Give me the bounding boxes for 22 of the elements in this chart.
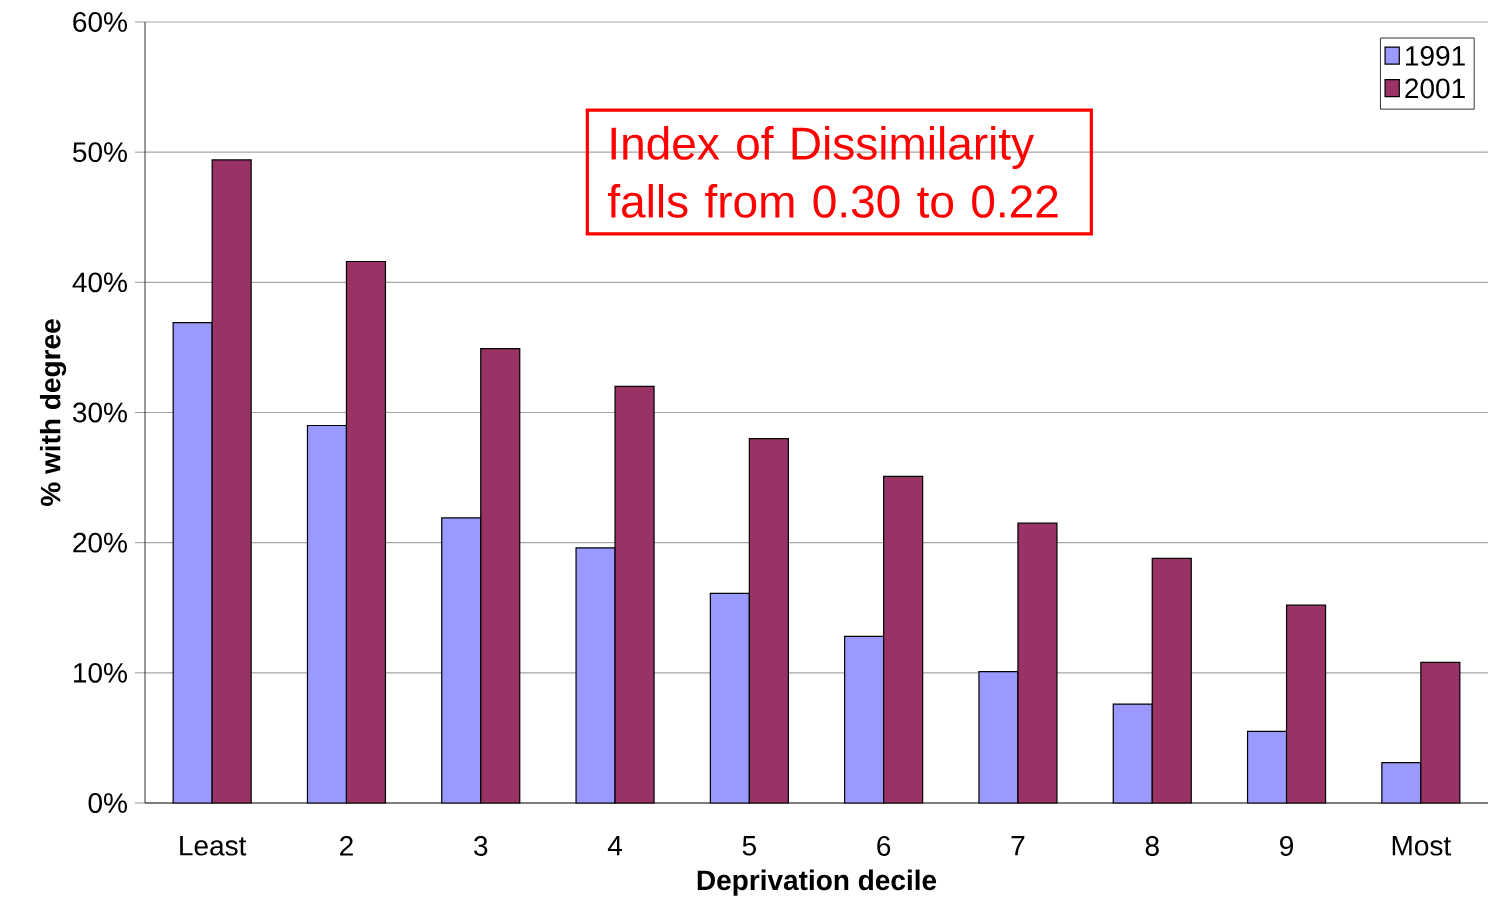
y-tick-label: 30%	[72, 402, 127, 423]
x-tick-label: 6	[877, 836, 891, 856]
x-tick-label: 2	[340, 836, 353, 856]
x-tick-label: Least	[180, 836, 247, 856]
annotation: Index of Dissimilarity falls from 0.30 to 0.22	[607, 126, 1058, 218]
y-axis-title: % with degree	[39, 319, 67, 506]
y-tick-label: 10%	[74, 662, 127, 683]
x-tick-label: 3	[474, 836, 488, 856]
y-tick-label: 0%	[88, 793, 127, 813]
y-tick-label: 20%	[73, 532, 127, 553]
x-tick-label: 7	[1011, 836, 1025, 856]
y-tick-label: 40%	[72, 272, 127, 293]
legend-label: 2001	[1405, 78, 1465, 99]
legend-label: 1991	[1406, 45, 1465, 66]
y-tick-label: 60%	[73, 12, 127, 32]
x-tick-label: 4	[607, 836, 623, 856]
x-tick-label: 9	[1280, 836, 1294, 856]
y-tick-label: 50%	[73, 142, 127, 163]
x-tick-label: 8	[1145, 836, 1159, 856]
x-tick-label: 5	[742, 836, 756, 856]
x-axis-title: Deprivation decile	[697, 869, 937, 896]
x-tick-label: Most	[1392, 836, 1451, 856]
